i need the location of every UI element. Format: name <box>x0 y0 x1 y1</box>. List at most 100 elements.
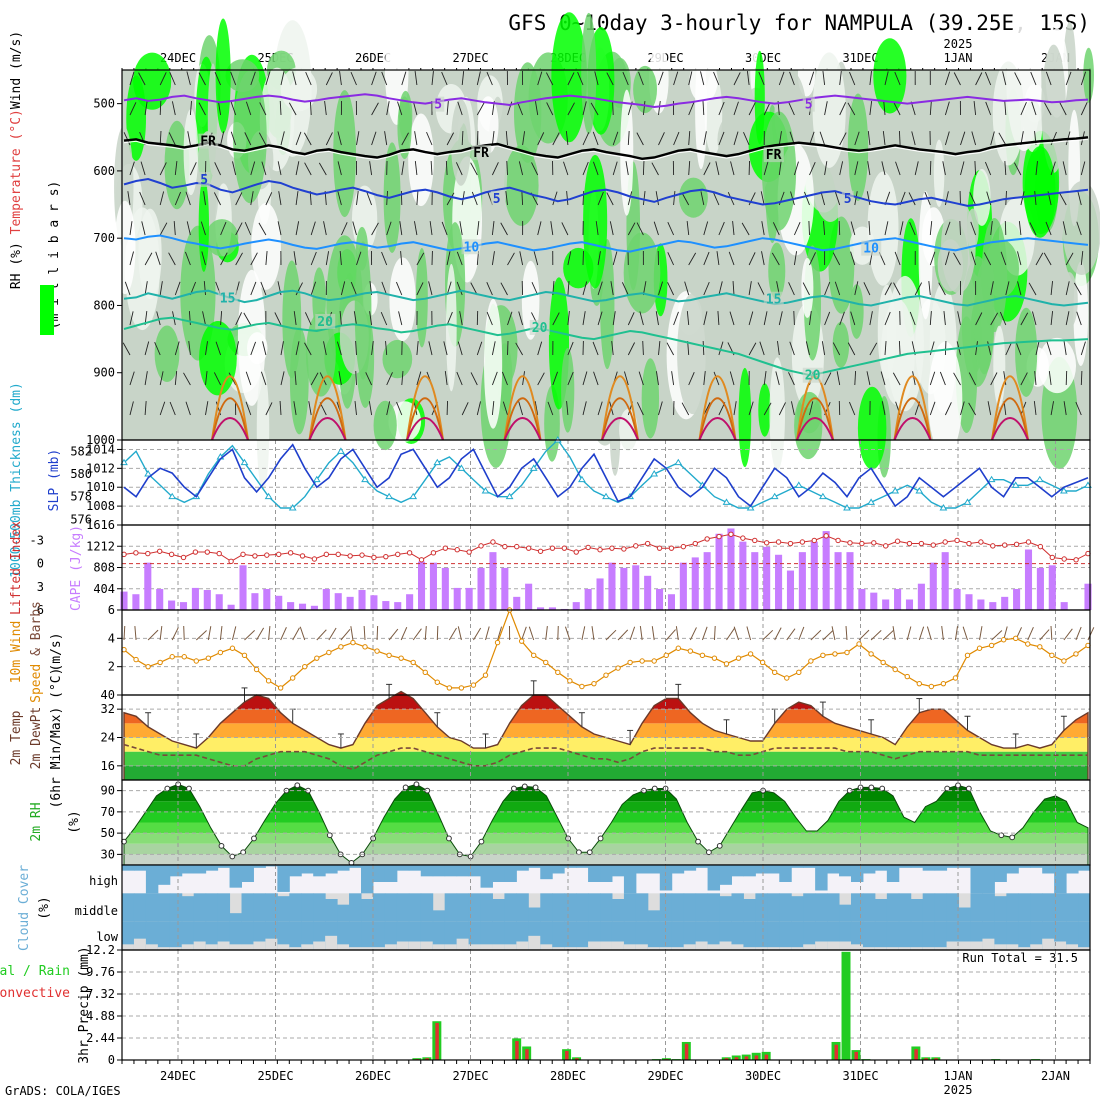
rh-band <box>122 833 1090 844</box>
wind-speed-point <box>929 684 933 688</box>
y-tick-label: 0 <box>108 1053 115 1067</box>
wind-barb-10m <box>1051 626 1052 640</box>
wind-speed-point <box>1026 642 1030 646</box>
wind-barb-10m <box>377 626 378 640</box>
temp-band <box>122 723 1090 737</box>
wind-speed-point <box>134 657 138 661</box>
cloud-high-bar <box>660 865 672 891</box>
lifted-index-point <box>764 541 768 545</box>
y-tick-label: 600 <box>93 164 115 178</box>
cloud-middle-bar <box>743 899 755 922</box>
cloud-middle-bar <box>982 893 994 921</box>
cloud-low-bar <box>421 942 433 951</box>
cloud-middle-bar <box>911 899 923 922</box>
cape-bar <box>466 588 473 610</box>
cloud-middle-bar <box>1066 893 1078 921</box>
cloud-middle-bar <box>1006 893 1018 921</box>
wind-barb <box>809 221 810 235</box>
cloud-middle-bar <box>875 899 887 922</box>
date-label-top: 1JAN <box>944 51 973 65</box>
cloud-middle-bar <box>481 893 493 921</box>
y-tick-label: 90 <box>101 784 115 798</box>
wind-barb-10m <box>980 626 982 640</box>
cloud-middle-bar <box>1078 893 1090 921</box>
cloud-high-bar <box>1078 865 1090 871</box>
cape-bar <box>525 584 532 610</box>
rh-region <box>1038 338 1076 393</box>
wind-speed-point <box>519 639 523 643</box>
cape-bar <box>632 565 639 610</box>
cloud-low-bar <box>540 944 552 950</box>
panel-ylabel-part: Lifted Index <box>9 521 24 615</box>
cloud-high-bar <box>684 865 696 871</box>
precip-convective-bar <box>914 1049 917 1060</box>
cloud-low-bg <box>1078 922 1090 950</box>
cloud-middle-bar <box>672 893 684 921</box>
cloud-low-bar <box>624 944 636 950</box>
wind-barb-10m <box>652 626 654 640</box>
wind-barb-10m <box>714 626 715 640</box>
cloud-low-bar <box>122 944 134 950</box>
cloud-low-bg <box>755 922 767 950</box>
cloud-middle-bar <box>720 896 732 922</box>
lifted-index-point <box>312 557 316 561</box>
wind-speed-point <box>544 660 548 664</box>
year-label-bottom: 2025 <box>944 1083 973 1097</box>
cloud-middle-bar <box>146 893 158 921</box>
cloud-low-bar <box>851 944 863 950</box>
panel-ylabel: Lifted Index <box>9 521 24 615</box>
date-label-bottom: 27DEC <box>452 1069 488 1083</box>
lifted-index-point <box>217 551 221 555</box>
cloud-middle-bar <box>851 893 863 921</box>
rh-point <box>447 836 452 841</box>
cloud-high-bar <box>492 865 504 882</box>
rh-point <box>414 782 419 787</box>
cape-bar <box>1037 568 1044 610</box>
cloud-low-bar <box>1006 944 1018 950</box>
cape-bar <box>858 589 865 610</box>
rh-region <box>446 264 457 391</box>
cloud-middle-bar <box>361 899 373 922</box>
cloud-middle-bar <box>624 893 636 921</box>
y-tick-label: 40 <box>101 688 115 702</box>
wind-speed-point <box>266 679 270 683</box>
lifted-index-point <box>788 541 792 545</box>
cape-bar <box>787 571 794 610</box>
lifted-index-point <box>812 538 816 542</box>
cloud-high-bar <box>1042 865 1054 874</box>
cloud-low-bar <box>385 944 397 950</box>
y-tick-label: 50 <box>101 826 115 840</box>
precip-convective-bar <box>525 1049 528 1060</box>
cloud-row-label: high <box>89 874 118 888</box>
cloud-middle-bar <box>755 893 767 921</box>
lifted-index-point <box>836 538 840 542</box>
rh-region <box>769 357 785 470</box>
cloud-high-bar <box>540 865 552 879</box>
cloud-high-bar <box>122 865 134 871</box>
thickness-point <box>796 482 802 487</box>
cape-bar <box>1049 565 1056 610</box>
cloud-low-bar <box>504 944 516 950</box>
cloud-low-bg <box>767 922 779 950</box>
cloud-high-bar <box>373 865 385 882</box>
cloud-high-bar <box>1054 865 1066 893</box>
cloud-middle-bar <box>409 893 421 921</box>
cape-bar <box>644 576 651 610</box>
cloud-middle-bar <box>648 910 660 921</box>
cloud-low-bg <box>875 922 887 950</box>
rh-region <box>919 191 933 319</box>
lifted-index-point <box>265 553 269 557</box>
wind-speed-point <box>1050 653 1054 657</box>
wind-speed-point <box>809 659 813 663</box>
cape-bar <box>620 568 627 610</box>
cloud-middle-bar <box>516 893 528 921</box>
rh-region <box>928 342 962 456</box>
cloud-low-bar <box>588 942 600 951</box>
y-tick-label: 808 <box>93 561 115 575</box>
y-tick-label: 32 <box>101 702 115 716</box>
contour-label: 5 <box>493 192 501 207</box>
date-label-top: 31DEC <box>842 51 878 65</box>
lifted-index-point <box>574 550 578 554</box>
panel-ylabel: 2m Temp <box>9 710 24 765</box>
